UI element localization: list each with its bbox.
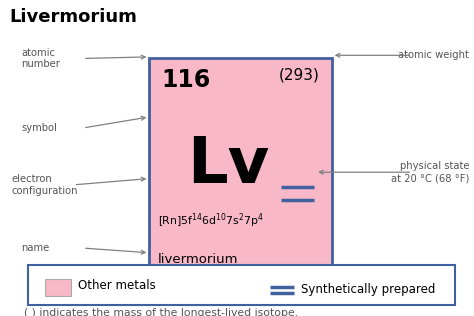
Text: (293): (293) bbox=[279, 68, 320, 83]
Text: name: name bbox=[21, 243, 50, 253]
Text: atomic weight: atomic weight bbox=[398, 50, 469, 60]
Text: symbol: symbol bbox=[21, 123, 57, 133]
Text: electron
configuration: electron configuration bbox=[12, 174, 78, 196]
Text: Livermorium: Livermorium bbox=[9, 8, 137, 26]
Text: Other metals: Other metals bbox=[78, 279, 156, 292]
Bar bbox=[45, 279, 71, 296]
Text: livermorium: livermorium bbox=[158, 253, 238, 266]
Text: 116: 116 bbox=[161, 68, 210, 92]
Bar bbox=[149, 58, 332, 280]
Text: ( ) indicates the mass of the longest-lived isotope.: ( ) indicates the mass of the longest-li… bbox=[24, 308, 298, 316]
Text: Synthetically prepared: Synthetically prepared bbox=[301, 283, 435, 296]
Text: physical state
at 20 °C (68 °F): physical state at 20 °C (68 °F) bbox=[391, 161, 469, 183]
Text: atomic
number: atomic number bbox=[21, 48, 60, 69]
Bar bbox=[28, 265, 455, 305]
Text: $\rm [Rn]5f^{14}6d^{10}7s^27p^4$: $\rm [Rn]5f^{14}6d^{10}7s^27p^4$ bbox=[158, 212, 263, 230]
Text: Lv: Lv bbox=[187, 134, 269, 196]
